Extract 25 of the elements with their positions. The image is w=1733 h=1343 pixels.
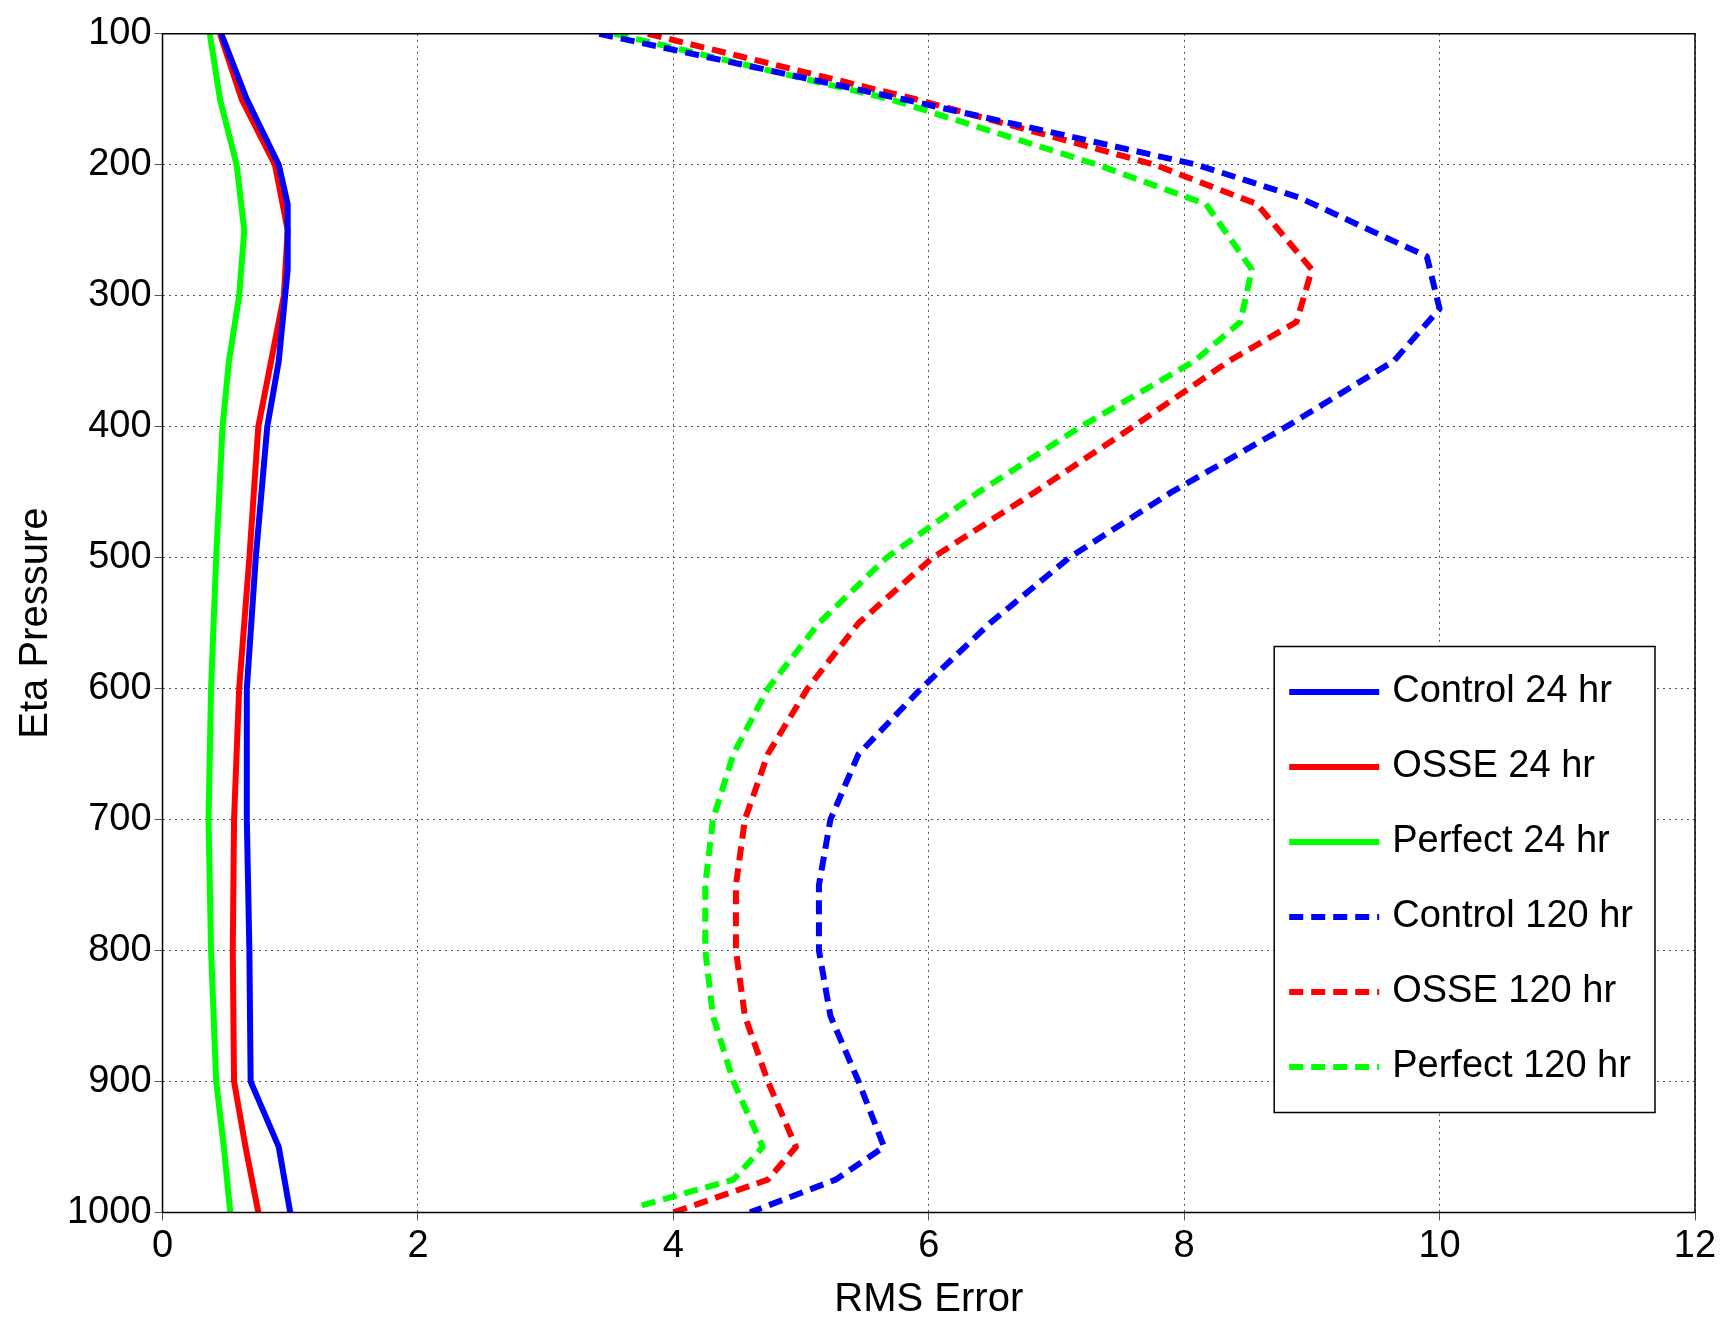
y-tick-label: 1000: [66, 1188, 152, 1231]
y-tick-label: 800: [88, 926, 152, 969]
legend-label: Perfect 24 hr: [1392, 818, 1611, 861]
x-tick-label: 6: [918, 1222, 940, 1265]
y-tick-label: 600: [88, 665, 152, 708]
legend-label: OSSE 24 hr: [1392, 743, 1596, 786]
x-tick-label: 4: [662, 1222, 684, 1265]
x-axis-title: RMS Error: [834, 1275, 1024, 1320]
x-tick-label: 2: [407, 1222, 429, 1265]
x-tick-label: 10: [1418, 1222, 1461, 1265]
y-axis-title: Eta Pressure: [11, 507, 56, 739]
y-tick-label: 700: [88, 796, 152, 839]
legend-label: Perfect 120 hr: [1392, 1043, 1632, 1086]
legend-label: Control 24 hr: [1392, 668, 1613, 711]
x-tick-label: 8: [1173, 1222, 1195, 1265]
y-tick-label: 100: [88, 10, 152, 53]
y-tick-label: 200: [88, 141, 152, 184]
x-tick-label: 0: [151, 1222, 174, 1265]
y-tick-label: 400: [88, 403, 152, 446]
x-tick-label: 12: [1673, 1222, 1717, 1265]
legend-label: Control 120 hr: [1392, 893, 1634, 936]
y-tick-label: 300: [88, 272, 152, 315]
legend-label: OSSE 120 hr: [1392, 968, 1617, 1011]
y-tick-label: 500: [88, 534, 152, 577]
y-tick-label: 900: [88, 1057, 152, 1100]
